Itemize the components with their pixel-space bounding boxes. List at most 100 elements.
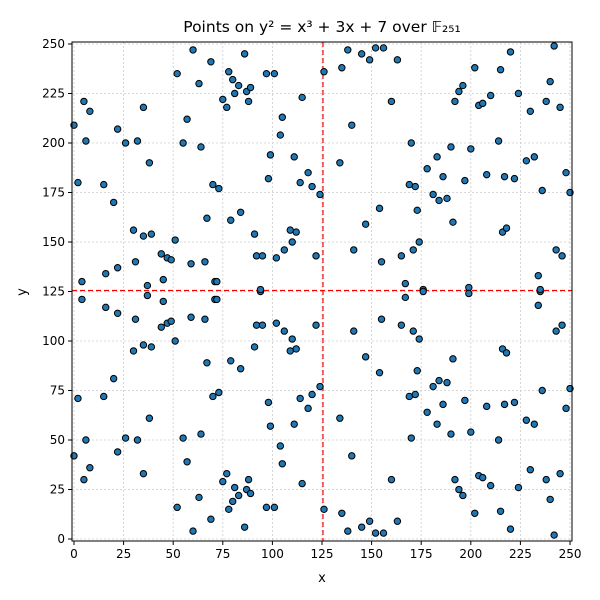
data-point: [272, 254, 281, 262]
data-point: [227, 357, 235, 365]
data-point: [423, 408, 431, 416]
y-tick-label: 200: [42, 136, 65, 150]
data-point: [538, 186, 546, 195]
data-point: [201, 258, 209, 266]
data-point: [312, 321, 320, 329]
data-point: [179, 434, 187, 442]
data-point: [113, 309, 122, 317]
data-point: [467, 428, 475, 436]
data-point: [197, 430, 205, 438]
data-point: [471, 509, 479, 517]
data-point: [219, 477, 227, 486]
data-point: [278, 460, 287, 468]
data-point: [280, 327, 289, 335]
data-point: [292, 345, 300, 353]
data-point: [471, 64, 479, 72]
data-point: [223, 103, 231, 112]
data-point: [534, 271, 542, 280]
data-point: [296, 394, 304, 403]
data-point: [246, 83, 255, 92]
data-point: [397, 252, 406, 260]
data-point: [236, 365, 245, 373]
data-point: [100, 392, 108, 401]
data-point: [371, 44, 380, 52]
data-point: [449, 355, 457, 363]
data-point: [482, 170, 491, 179]
data-point: [258, 252, 267, 260]
data-point: [147, 230, 156, 238]
data-point: [506, 48, 515, 56]
data-point: [365, 56, 374, 64]
data-point: [189, 46, 197, 54]
data-point: [223, 469, 231, 478]
data-point: [443, 194, 451, 203]
data-point: [187, 313, 195, 321]
data-point: [173, 69, 181, 78]
data-point: [209, 392, 217, 401]
data-point: [215, 184, 223, 193]
data-point: [550, 531, 558, 539]
data-point: [270, 503, 279, 512]
data-point: [139, 232, 148, 240]
data-point: [429, 190, 437, 199]
data-point: [133, 137, 142, 145]
y-tick-label: 175: [42, 185, 65, 199]
data-point: [139, 103, 148, 112]
data-point: [433, 153, 441, 161]
x-tick-label: 50: [166, 547, 181, 561]
data-point: [320, 505, 328, 514]
data-point: [143, 291, 152, 300]
data-point: [78, 295, 86, 304]
data-point: [129, 226, 138, 234]
data-point: [229, 497, 237, 506]
data-point: [272, 319, 281, 327]
data-point: [510, 174, 519, 183]
data-point: [262, 503, 271, 512]
data-point: [304, 404, 312, 413]
data-point: [455, 87, 463, 96]
data-point: [510, 398, 519, 407]
data-point: [451, 97, 459, 106]
data-point: [203, 214, 211, 222]
data-point: [500, 400, 509, 409]
data-point: [455, 485, 463, 494]
data-point: [336, 159, 344, 167]
data-point: [145, 414, 154, 422]
data-point: [538, 386, 546, 395]
data-point: [459, 81, 467, 90]
chart-title: Points on y² = x³ + 3x + 7 over 𝔽₂₅₁: [183, 18, 460, 36]
data-point: [304, 168, 312, 177]
data-point: [159, 297, 167, 306]
data-point: [292, 228, 300, 236]
data-point: [562, 404, 570, 413]
data-point: [387, 97, 396, 106]
data-point: [423, 165, 431, 173]
x-tick-label: 75: [215, 547, 230, 561]
data-point: [229, 75, 237, 84]
y-tick-label: 150: [42, 235, 65, 249]
x-tick-label: 200: [459, 547, 482, 561]
data-point: [129, 347, 138, 355]
data-point: [338, 64, 346, 72]
data-point: [482, 402, 491, 411]
data-point: [102, 303, 110, 312]
data-point: [189, 527, 197, 535]
data-point: [447, 143, 455, 151]
data-point: [320, 68, 328, 76]
data-point: [397, 321, 406, 329]
data-point: [558, 252, 566, 260]
data-point: [219, 95, 227, 104]
data-point: [131, 315, 140, 323]
data-point: [225, 68, 233, 76]
y-tick-label: 25: [50, 483, 65, 497]
data-point: [240, 50, 249, 58]
data-point: [227, 216, 235, 224]
data-point: [264, 398, 273, 407]
data-point: [500, 172, 509, 181]
data-point: [280, 246, 289, 254]
data-point: [459, 491, 467, 500]
data-point: [187, 260, 195, 268]
data-point: [278, 113, 287, 121]
